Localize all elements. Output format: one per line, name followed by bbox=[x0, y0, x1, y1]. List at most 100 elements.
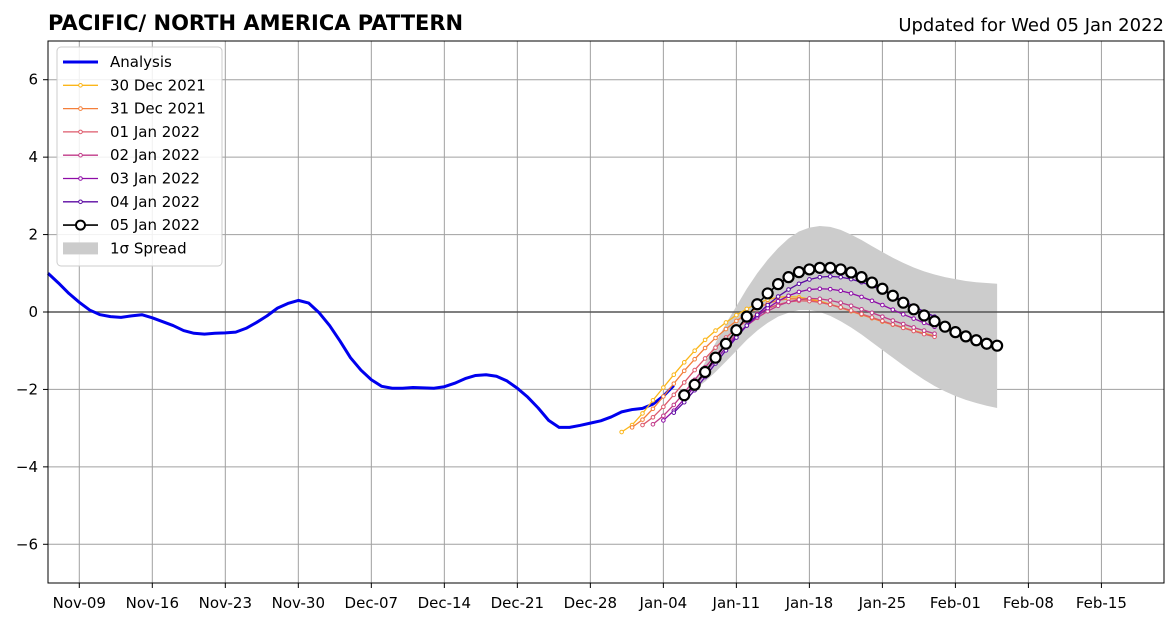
data-point bbox=[900, 312, 906, 317]
data-point bbox=[827, 274, 833, 279]
y-tick-label: 0 bbox=[28, 303, 38, 321]
data-point bbox=[650, 397, 656, 403]
legend-marker bbox=[78, 176, 83, 181]
data-point bbox=[807, 296, 812, 301]
data-point bbox=[775, 303, 781, 309]
data-point bbox=[813, 261, 826, 274]
data-point bbox=[928, 315, 941, 328]
data-point bbox=[796, 281, 802, 287]
data-point bbox=[692, 367, 697, 373]
data-point bbox=[869, 315, 875, 320]
legend-marker bbox=[78, 199, 83, 205]
x-tick-label: Nov-30 bbox=[272, 594, 325, 612]
data-point bbox=[765, 302, 770, 308]
data-point bbox=[880, 302, 885, 308]
legend-marker bbox=[78, 129, 83, 135]
data-point bbox=[640, 422, 645, 428]
data-point bbox=[848, 308, 854, 313]
data-point bbox=[938, 320, 952, 333]
data-point bbox=[681, 368, 687, 374]
chart-title: PACIFIC/ NORTH AMERICA PATTERN bbox=[48, 11, 463, 35]
x-tick-label: Jan-25 bbox=[858, 594, 907, 612]
x-tick-label: Feb-08 bbox=[1003, 594, 1054, 612]
data-point bbox=[911, 325, 916, 330]
data-point bbox=[807, 287, 812, 292]
data-point bbox=[629, 425, 635, 430]
data-point bbox=[897, 296, 910, 309]
data-point bbox=[713, 335, 718, 341]
data-point bbox=[692, 348, 697, 354]
data-point bbox=[848, 303, 854, 309]
x-axis: Nov-09 Nov-16 Nov-23 Nov-30 Dec-07 Dec-14 Dec-… bbox=[53, 583, 1127, 612]
x-tick-label: Nov-23 bbox=[199, 594, 252, 612]
legend-label: 05 Jan 2022 bbox=[110, 216, 200, 234]
data-point bbox=[838, 300, 843, 306]
data-point bbox=[650, 421, 656, 427]
data-point bbox=[911, 316, 916, 321]
legend-item: 05 Jan 2022 bbox=[63, 216, 200, 234]
data-point bbox=[838, 305, 843, 310]
data-point bbox=[681, 380, 687, 385]
x-tick-label: Jan-18 bbox=[785, 594, 834, 612]
legend-item: 01 Jan 2022 bbox=[63, 123, 200, 141]
data-point bbox=[661, 385, 666, 390]
legend-item: 04 Jan 2022 bbox=[63, 193, 200, 211]
data-point bbox=[713, 328, 718, 333]
data-point bbox=[688, 378, 701, 391]
legend-marker bbox=[78, 83, 83, 88]
data-point bbox=[959, 330, 972, 343]
legend-item: 02 Jan 2022 bbox=[63, 146, 200, 164]
data-point bbox=[661, 413, 666, 419]
y-tick-label: −6 bbox=[16, 535, 38, 553]
legend-label: 02 Jan 2022 bbox=[110, 146, 200, 164]
data-point bbox=[744, 323, 750, 328]
y-tick-label: 4 bbox=[28, 148, 38, 166]
x-tick-label: Jan-04 bbox=[639, 594, 688, 612]
y-axis: −6 −4 −2 0 2 4 6 bbox=[16, 71, 48, 553]
data-point bbox=[792, 266, 806, 279]
data-point bbox=[723, 320, 729, 325]
legend-item: 1σ Spread bbox=[63, 239, 187, 257]
data-point bbox=[886, 289, 899, 302]
x-tick-label: Jan-11 bbox=[712, 594, 761, 612]
data-point bbox=[730, 324, 743, 337]
data-point bbox=[661, 394, 666, 399]
data-point bbox=[692, 356, 697, 362]
chart-subtitle: Updated for Wed 05 Jan 2022 bbox=[898, 15, 1164, 36]
data-point bbox=[671, 381, 677, 386]
data-point bbox=[650, 406, 656, 412]
data-point bbox=[859, 306, 864, 312]
data-point bbox=[782, 271, 795, 284]
data-point bbox=[744, 306, 750, 312]
data-point bbox=[869, 298, 875, 304]
data-point bbox=[678, 389, 691, 402]
data-point bbox=[640, 417, 645, 422]
data-point bbox=[859, 294, 864, 300]
data-point bbox=[876, 282, 889, 295]
data-point bbox=[702, 356, 708, 361]
data-point bbox=[719, 337, 733, 350]
data-point bbox=[869, 310, 875, 316]
x-tick-label: Feb-01 bbox=[930, 594, 981, 612]
data-point bbox=[734, 318, 739, 324]
data-point bbox=[734, 312, 739, 318]
legend-item: 03 Jan 2022 bbox=[63, 170, 200, 188]
data-point bbox=[775, 298, 781, 304]
data-point bbox=[754, 312, 760, 318]
data-point bbox=[713, 345, 718, 350]
data-point bbox=[855, 271, 868, 284]
data-point bbox=[709, 351, 722, 364]
data-point bbox=[848, 291, 854, 296]
data-point bbox=[771, 278, 785, 291]
data-point bbox=[751, 298, 764, 311]
legend: Analysis 30 Dec 2021 31 Dec 2021 01 Jan 202… bbox=[56, 46, 223, 267]
legend-item: 30 Dec 2021 bbox=[63, 76, 206, 94]
x-tick-label: Nov-16 bbox=[126, 594, 179, 612]
data-point bbox=[834, 263, 847, 276]
data-point bbox=[671, 410, 677, 415]
data-point bbox=[786, 299, 791, 305]
data-point bbox=[807, 277, 812, 282]
legend-marker bbox=[78, 106, 83, 111]
legend-label: 01 Jan 2022 bbox=[110, 123, 200, 141]
data-point bbox=[907, 303, 920, 316]
